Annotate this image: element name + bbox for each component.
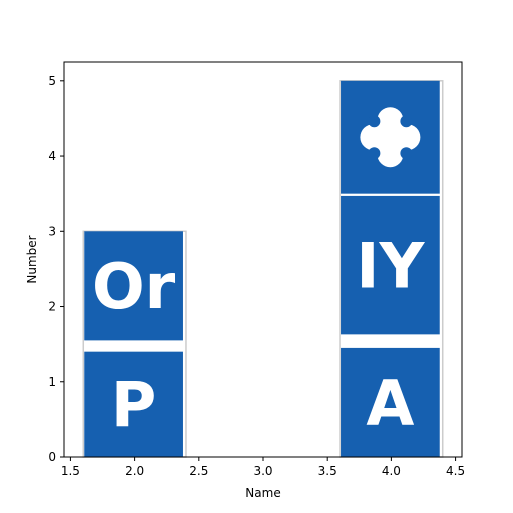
tile-label: A — [366, 367, 414, 440]
tile-background — [84, 231, 183, 341]
y-tick-label: 1 — [48, 375, 56, 389]
x-tick-label: 4.5 — [446, 464, 465, 478]
x-tick-label: 2.0 — [125, 464, 144, 478]
tile-background — [341, 195, 440, 335]
tile-background — [341, 347, 440, 457]
x-tick-label: 3.0 — [253, 464, 272, 478]
tile-background — [84, 351, 183, 457]
tile-label: P — [111, 369, 156, 442]
y-tick-label: 3 — [48, 224, 56, 238]
y-axis-ticks: 0 1 2 3 4 5 — [48, 74, 64, 464]
four-leaf-clover-icon — [360, 107, 421, 168]
x-axis-ticks: 1.5 2.0 2.5 3.0 3.5 4.0 4.5 — [61, 457, 465, 478]
bar-tile: Or — [84, 231, 183, 341]
x-tick-label: 1.5 — [61, 464, 80, 478]
y-axis-label: Number — [25, 235, 39, 283]
bar-1: A IY — [339, 80, 444, 458]
tile-label: IY — [356, 229, 425, 302]
x-tick-label: 4.0 — [382, 464, 401, 478]
y-tick-label: 0 — [48, 450, 56, 464]
bar-tile — [341, 80, 440, 194]
bar-0: P Or — [82, 230, 187, 458]
bars-layer: P Or A IY — [82, 80, 444, 458]
y-tick-label: 4 — [48, 149, 56, 163]
tile-label: Or — [92, 250, 176, 323]
y-tick-label: 5 — [48, 74, 56, 88]
y-tick-label: 2 — [48, 300, 56, 314]
x-axis-label: Name — [245, 486, 280, 500]
bar-tile: A — [341, 347, 440, 457]
bar-tile: P — [84, 351, 183, 457]
x-tick-label: 2.5 — [189, 464, 208, 478]
x-tick-label: 3.5 — [318, 464, 337, 478]
bar-tile: IY — [341, 195, 440, 335]
